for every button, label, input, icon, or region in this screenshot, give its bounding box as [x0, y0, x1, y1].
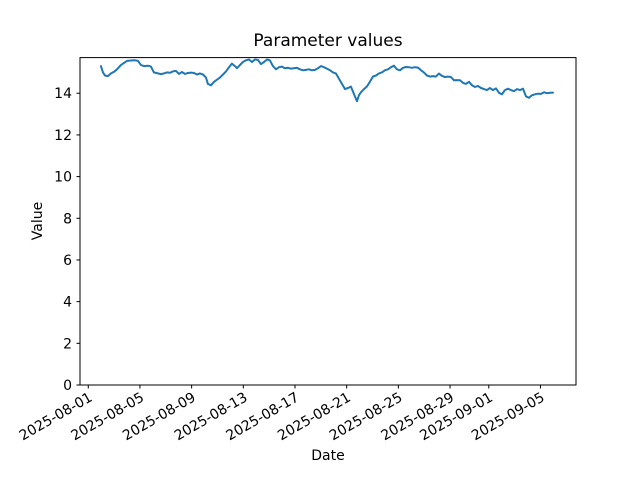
- axes-spines: [79, 57, 577, 386]
- y-axis-label: Value: [30, 201, 46, 241]
- y-tick-label: 6: [63, 253, 72, 269]
- x-axis-label: Date: [311, 448, 345, 464]
- data-line: [99, 58, 554, 103]
- chart-title: Parameter values: [253, 31, 403, 51]
- y-tick-label: 12: [54, 128, 72, 144]
- y-tick-label: 0: [63, 378, 72, 394]
- y-tick-label: 4: [63, 295, 72, 311]
- y-tick-label: 2: [63, 336, 72, 352]
- y-tick-label: 10: [54, 170, 72, 186]
- y-tick-label: 8: [63, 211, 72, 227]
- y-tick-label: 14: [54, 86, 72, 102]
